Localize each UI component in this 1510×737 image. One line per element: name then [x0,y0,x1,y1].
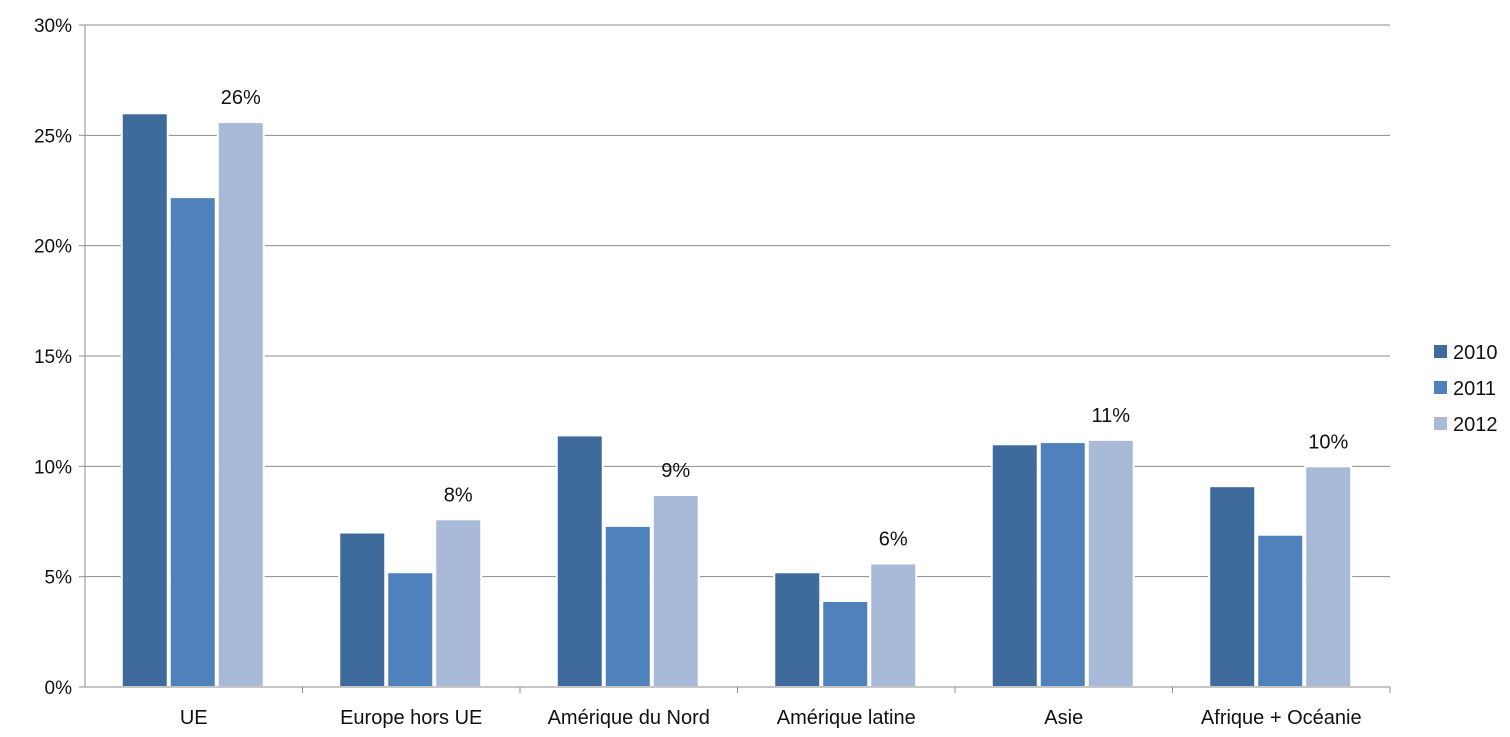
data-label: 11% [1091,405,1130,427]
x-tick-label: UE [180,707,208,729]
legend: 2010 2011 2012 [1434,342,1498,436]
bar-2011-3 [821,599,870,688]
bar-2012-2 [651,494,700,688]
bar-2011-1 [386,571,435,689]
gridlines [85,24,1390,578]
bar-2010-2 [555,434,604,688]
y-tick-label: 15% [34,347,72,368]
bar-2010-3 [773,571,822,689]
y-tick-label: 5% [45,568,73,589]
bar-2012-0 [216,121,265,689]
bar-2010-4 [990,443,1039,688]
bar-2010-0 [120,112,169,689]
bar-2012-3 [869,562,918,689]
y-tick-label: 25% [34,126,72,147]
data-label: 10% [1308,431,1348,453]
data-label: 8% [444,484,473,506]
bar-2012-5 [1304,465,1353,689]
bar-2012-4 [1086,438,1135,688]
bar-2012-1 [434,518,483,688]
data-label: 26% [221,87,261,109]
legend-swatch-2010 [1434,345,1447,358]
bars [120,112,1353,689]
y-tick-label: 30% [34,16,72,37]
bar-2011-4 [1038,441,1087,688]
y-tick-label: 10% [34,457,72,478]
data-labels: 26% 8% 9% 6% 11% 10% [221,87,1349,550]
legend-label-2012: 2012 [1453,414,1498,436]
y-tick-label: 0% [45,678,73,699]
x-tick-label: Europe hors UE [340,707,482,729]
y-tick-label: 20% [34,237,72,258]
bar-2011-0 [168,196,217,688]
legend-label-2010: 2010 [1453,342,1498,364]
bar-2010-1 [338,531,387,688]
x-tick-label: Amérique du Nord [548,707,710,729]
legend-swatch-2011 [1434,381,1447,394]
x-tick-label: Asie [1044,707,1083,729]
bar-2011-5 [1256,533,1305,688]
data-label: 6% [879,528,908,550]
x-tick-label: Afrique + Océanie [1201,707,1362,729]
bar-2011-2 [603,524,652,688]
y-axis: 0% 5% 10% 15% 20% 25% 30% [34,16,86,699]
bar-2010-5 [1208,485,1257,688]
x-axis: UE Europe hors UE Amérique du Nord Amérique… [85,686,1391,729]
x-tick-label: Amérique latine [777,707,916,729]
legend-swatch-2012 [1434,417,1447,430]
legend-label-2011: 2011 [1453,378,1496,400]
data-label: 9% [661,460,690,482]
